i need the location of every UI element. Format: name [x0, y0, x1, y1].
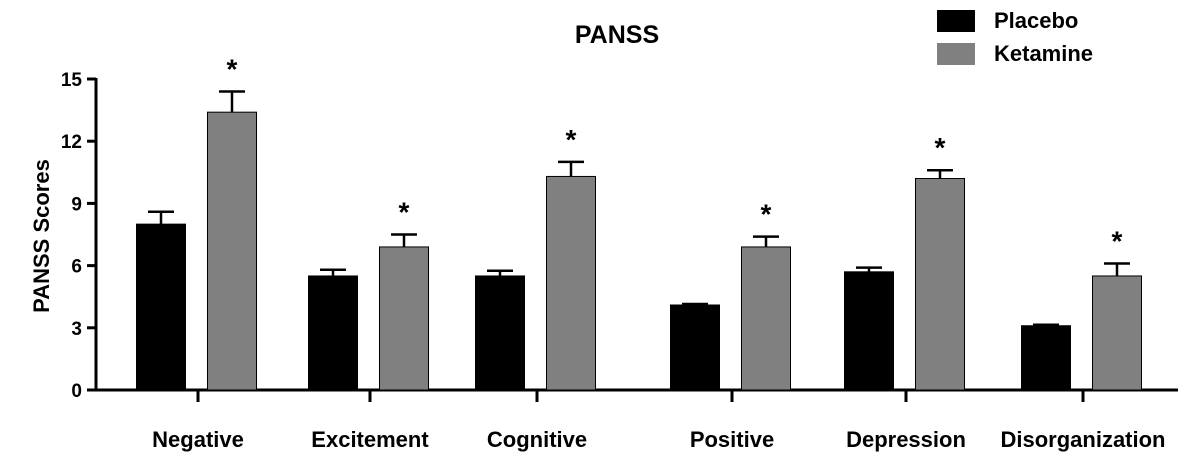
y-tick-label: 9 — [71, 194, 82, 215]
x-tick-label: Positive — [690, 427, 774, 452]
bars: * * * * * * — [136, 53, 1142, 391]
x-tick-label: Depression — [846, 427, 966, 452]
y-tick-label: 12 — [61, 132, 82, 153]
ketamine-bar — [379, 246, 429, 391]
x-tick-label: Cognitive — [487, 427, 587, 452]
placebo-bar — [844, 271, 894, 391]
ketamine-bar — [915, 178, 965, 391]
ketamine-bar — [546, 175, 596, 391]
placebo-bar — [475, 275, 525, 391]
legend: Placebo Ketamine — [937, 8, 1093, 66]
ketamine-bar — [207, 111, 257, 391]
axes: 0 3 6 9 12 15 Negative Excitement Cognitive Posit… — [61, 70, 1178, 452]
legend-label-placebo: Placebo — [994, 8, 1078, 33]
placebo-bar — [670, 304, 720, 391]
significance-annotation: * — [399, 197, 410, 228]
significance-annotation: * — [935, 132, 946, 163]
y-axis-label: PANSS Scores — [29, 159, 54, 313]
y-tick-label: 0 — [71, 381, 82, 402]
placebo-bar — [136, 223, 186, 391]
y-tick-label: 15 — [61, 70, 83, 91]
chart-title: PANSS — [575, 21, 659, 49]
y-tick-label: 6 — [71, 257, 82, 278]
significance-annotation: * — [1112, 226, 1123, 257]
ketamine-bar — [741, 246, 791, 391]
y-tick-label: 3 — [71, 319, 82, 340]
legend-swatch-placebo — [937, 10, 975, 32]
x-tick-label: Disorganization — [1000, 427, 1165, 452]
x-tick-label: Negative — [152, 427, 244, 452]
significance-annotation: * — [566, 124, 577, 155]
legend-label-ketamine: Ketamine — [994, 41, 1093, 66]
legend-swatch-ketamine — [937, 43, 975, 65]
ketamine-bar — [1092, 275, 1142, 391]
placebo-bar — [308, 275, 358, 391]
significance-annotation: * — [227, 53, 238, 84]
x-tick-label: Excitement — [311, 427, 429, 452]
placebo-bar — [1021, 325, 1071, 391]
significance-annotation: * — [761, 199, 772, 230]
